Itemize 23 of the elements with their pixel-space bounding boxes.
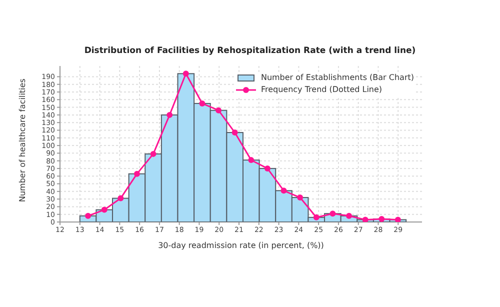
legend-label: Number of Establishments (Bar Chart)	[260, 72, 414, 84]
point	[280, 188, 287, 194]
point	[134, 170, 140, 177]
point	[216, 107, 222, 114]
point	[101, 206, 108, 213]
point	[248, 157, 254, 164]
chart-title: Distribution of Facilities by Rehospitalization Rate (with a trend line)	[83, 46, 417, 58]
point	[264, 165, 270, 172]
point	[232, 130, 238, 136]
point	[362, 216, 368, 222]
point	[199, 100, 206, 106]
point	[394, 216, 401, 222]
point	[166, 112, 173, 118]
y-axis-title: Number of healthcare facilities	[18, 78, 27, 202]
point	[150, 150, 156, 157]
legend-label: Frequency Trend (Dotted Line)	[260, 84, 382, 96]
point	[330, 210, 336, 217]
point	[378, 216, 385, 222]
point	[297, 194, 304, 201]
point	[313, 214, 320, 220]
point	[182, 70, 189, 77]
point	[118, 195, 124, 202]
x-axis-title: 30-day readmission rate (in percent, (%))	[158, 241, 324, 250]
